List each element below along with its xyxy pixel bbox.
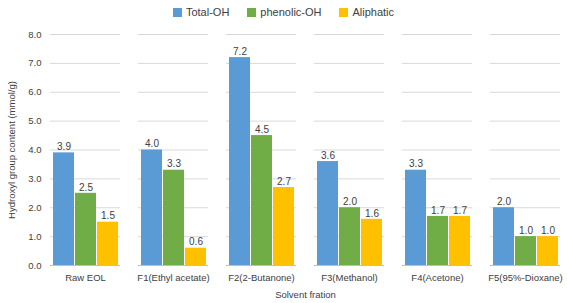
svg-text:8.0: 8.0: [28, 29, 41, 40]
svg-text:F4(Acetone): F4(Acetone): [411, 272, 463, 283]
svg-text:3.0: 3.0: [28, 173, 41, 184]
svg-text:2.5: 2.5: [79, 182, 93, 193]
svg-text:Hydroxyl group content (mmol/g: Hydroxyl group content (mmol/g): [6, 81, 17, 219]
svg-text:1.7: 1.7: [453, 205, 467, 216]
svg-text:F2(2-Butanone): F2(2-Butanone): [228, 272, 295, 283]
svg-text:3.3: 3.3: [167, 158, 181, 169]
svg-text:4.0: 4.0: [145, 138, 159, 149]
svg-text:6.0: 6.0: [28, 86, 41, 97]
html-text:Total-OH: Total-OH: [185, 6, 230, 18]
svg-text:2.7: 2.7: [277, 176, 291, 187]
html-text:phenolic-OH: phenolic-OH: [260, 6, 322, 18]
svg-text:4.0: 4.0: [28, 144, 41, 155]
svg-text:3.6: 3.6: [321, 150, 335, 161]
svg-text:7.0: 7.0: [28, 57, 41, 68]
svg-text:3.3: 3.3: [409, 158, 423, 169]
svg-text:1.0: 1.0: [541, 225, 555, 236]
svg-text:1.6: 1.6: [365, 208, 379, 219]
svg-text:0.0: 0.0: [28, 260, 41, 271]
svg-text:2.0: 2.0: [343, 196, 357, 207]
svg-text:1.0: 1.0: [519, 225, 533, 236]
svg-text:1.0: 1.0: [28, 231, 41, 242]
svg-text:0.6: 0.6: [189, 236, 203, 247]
svg-text:7.2: 7.2: [233, 46, 247, 57]
svg-text:F1(Ethyl acetate): F1(Ethyl acetate): [137, 272, 209, 283]
svg-text:2.0: 2.0: [28, 202, 41, 213]
svg-text:1.7: 1.7: [431, 205, 445, 216]
html-text:Aliphatic: Aliphatic: [352, 6, 395, 18]
svg-text:Solvent fration: Solvent fration: [275, 289, 336, 300]
svg-text:5.0: 5.0: [28, 115, 41, 126]
svg-text:F3(Methanol): F3(Methanol): [321, 272, 378, 283]
svg-text:1.5: 1.5: [101, 210, 115, 221]
svg-text:3.9: 3.9: [57, 141, 71, 152]
svg-text:4.5: 4.5: [255, 124, 269, 135]
svg-text:2.0: 2.0: [497, 196, 511, 207]
svg-text:F5(95%-Dioxane): F5(95%-Dioxane): [488, 272, 562, 283]
svg-text:Raw EOL: Raw EOL: [65, 272, 106, 283]
